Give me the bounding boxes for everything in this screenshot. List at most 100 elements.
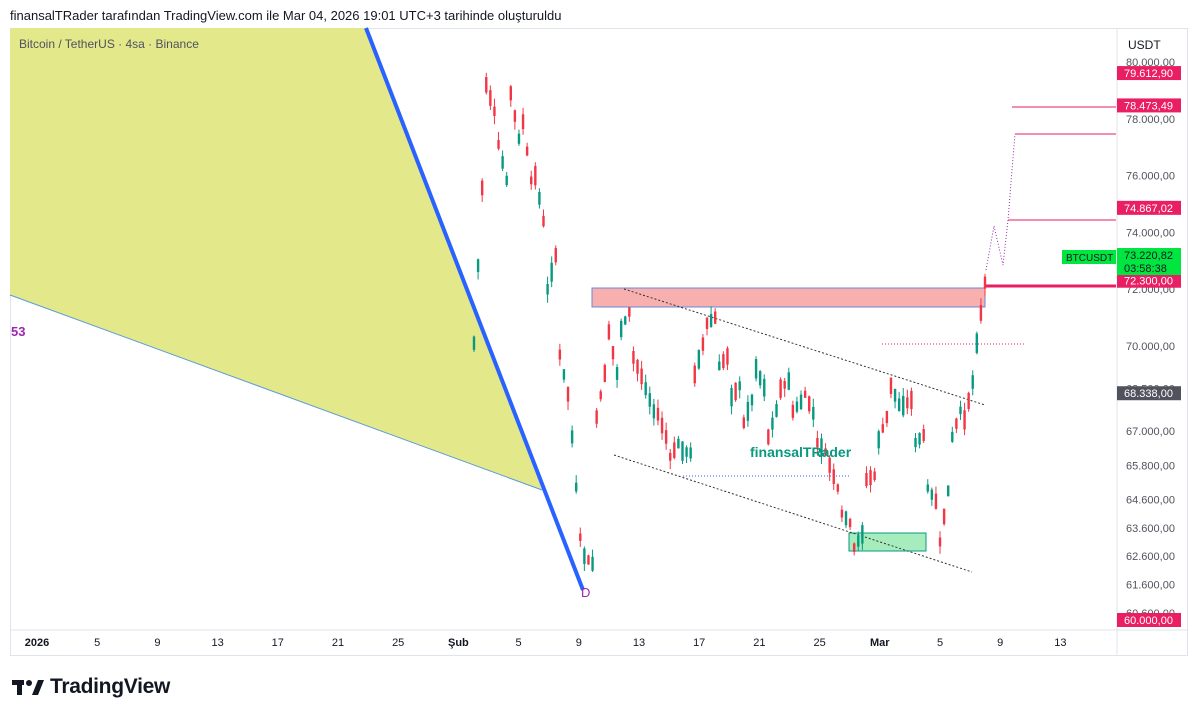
- price-tick-3: 74.000,00: [1126, 227, 1175, 239]
- candle-body: [873, 471, 876, 480]
- candle-body: [550, 262, 553, 282]
- candle-body: [746, 401, 750, 421]
- last-price-value: 73.220,82: [1124, 250, 1173, 262]
- price-label-0: 79.612,90: [1124, 68, 1173, 80]
- candle-body: [632, 351, 635, 364]
- candle-body: [852, 543, 856, 552]
- candle-body: [570, 430, 574, 444]
- candle-body: [902, 395, 905, 416]
- last-price-symbol-box: [1062, 250, 1116, 264]
- candle-body: [615, 367, 619, 380]
- price-labels: 79.612,90 78.473,49 74.867,02 72.300,00 68.3…: [1117, 66, 1181, 627]
- chart-area[interactable]: [10, 28, 1188, 656]
- candle-body: [591, 556, 594, 571]
- candle-body: [472, 336, 476, 350]
- trend-line: [364, 27, 585, 591]
- fib-level-label: 53: [11, 324, 26, 339]
- candle-body: [701, 337, 705, 351]
- candle-body: [787, 372, 790, 390]
- last-price-label: BTCUSDT 73.220,82 03:58:38: [1062, 248, 1181, 275]
- time-tick-13: 25: [813, 637, 825, 649]
- channel-lower: [613, 454, 973, 573]
- time-tick-9: 9: [576, 637, 582, 649]
- time-tick-7: Şub: [448, 637, 469, 649]
- time-tick-8: 5: [516, 637, 522, 649]
- candle-body: [689, 447, 692, 459]
- candle-body: [893, 388, 897, 402]
- time-tick-3: 13: [211, 637, 223, 649]
- candle-body: [705, 317, 709, 329]
- footer-logo[interactable]: TradingView: [12, 675, 170, 699]
- price-label-box-3: [1117, 273, 1181, 288]
- candle-body: [726, 348, 729, 365]
- time-tick-12: 21: [753, 637, 765, 649]
- candle-body: [754, 359, 758, 379]
- candle-body: [709, 314, 713, 327]
- candle-body: [664, 430, 668, 444]
- candle-body: [713, 311, 717, 324]
- candle-body: [865, 472, 868, 487]
- candle-body: [652, 404, 656, 419]
- candle-body: [967, 392, 970, 409]
- price-axis: 80.000,0078.000,0076.000,0074.000,0072.0…: [1126, 57, 1175, 620]
- candle-body: [959, 406, 962, 415]
- pattern-fill: [10, 28, 542, 490]
- candle-body: [599, 391, 602, 400]
- candlestick-series: [472, 72, 987, 572]
- candle-body: [525, 146, 529, 156]
- candle-body: [697, 350, 701, 369]
- candle-body: [877, 431, 880, 449]
- price-tick-2: 76.000,00: [1126, 171, 1175, 183]
- candle-body: [648, 393, 651, 407]
- candle-body: [840, 509, 844, 518]
- candle-body: [562, 369, 566, 380]
- candle-body: [750, 394, 754, 406]
- candle-body: [636, 359, 639, 374]
- price-label-box-2: [1117, 200, 1181, 215]
- price-tick-12: 61.600,00: [1126, 580, 1175, 592]
- candle-body: [861, 525, 864, 544]
- candle-body: [971, 375, 974, 389]
- candle-body: [554, 248, 557, 263]
- time-tick-15: 5: [937, 637, 943, 649]
- candle-body: [603, 364, 607, 383]
- candle-body: [718, 361, 721, 371]
- time-axis: 2026 5 9 13 17 21 25 Şub 5 9 13 17 21 25 Mar 5 9 13: [25, 637, 1067, 649]
- candle-body: [742, 417, 746, 429]
- price-tick-1: 78.000,00: [1126, 114, 1175, 126]
- candle-body: [669, 452, 672, 461]
- pattern-line: [9, 294, 543, 491]
- last-price-box: [1117, 248, 1181, 275]
- currency-selector[interactable]: USDT: [1128, 38, 1161, 52]
- candle-body: [934, 493, 938, 509]
- candle-body: [836, 484, 840, 492]
- candle-body: [722, 354, 725, 369]
- candle-body: [775, 403, 778, 417]
- time-tick-2: 9: [154, 637, 160, 649]
- candle-body: [848, 518, 852, 528]
- candle-body: [595, 410, 598, 424]
- candle-body: [640, 368, 643, 385]
- candle-body: [938, 537, 942, 547]
- candle-body: [758, 371, 762, 386]
- candle-body: [771, 417, 774, 430]
- price-label-box-5: [1117, 613, 1181, 627]
- candle-body: [930, 489, 934, 500]
- candle-body: [832, 469, 835, 485]
- candle-body: [534, 166, 537, 186]
- candle-body: [501, 156, 504, 169]
- candle-body: [942, 508, 946, 525]
- candle-body: [521, 114, 525, 130]
- candle-body: [693, 365, 696, 384]
- candle-body: [918, 433, 921, 445]
- candle-body: [497, 140, 500, 149]
- last-price-symbol: BTCUSDT: [1066, 253, 1113, 264]
- candle-body: [791, 404, 795, 418]
- candle-body: [542, 215, 545, 227]
- time-tick-0: 2026: [25, 637, 49, 649]
- symbol-info[interactable]: Bitcoin / TetherUS · 4sa · Binance: [19, 37, 199, 51]
- candle-body: [926, 484, 929, 492]
- price-label-box-4: [1117, 386, 1181, 401]
- candle-body: [975, 333, 979, 353]
